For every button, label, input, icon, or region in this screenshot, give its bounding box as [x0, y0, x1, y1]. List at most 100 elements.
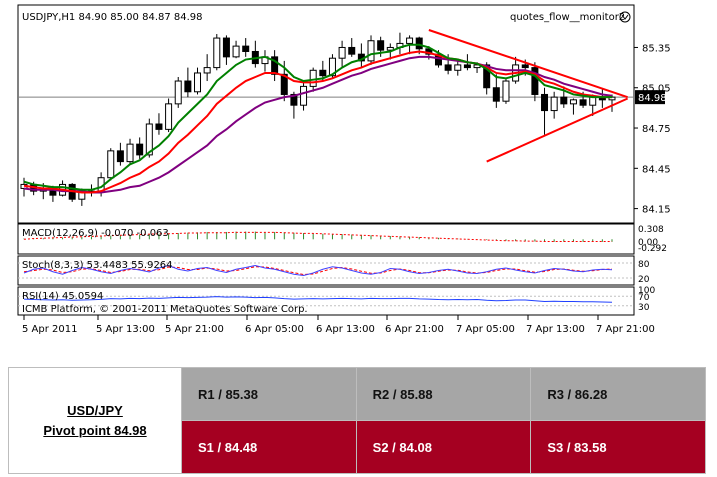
candle [174, 77, 182, 108]
candle [222, 35, 230, 65]
candle-body [126, 143, 134, 163]
price-tick-label: 85.05 [642, 84, 671, 95]
resistance-1: R1 / 85.38 [181, 367, 357, 421]
candle [367, 35, 375, 65]
candle [194, 67, 202, 95]
candle-body [521, 64, 529, 69]
candle-body [541, 93, 549, 112]
time-tick-label: 6 Apr 21:00 [385, 324, 444, 335]
pivot-title-cell: USD/JPY Pivot point 84.98 [8, 367, 182, 474]
current-price-flag: 84.98 [635, 90, 667, 105]
candle [126, 138, 134, 165]
support-1: S1 / 84.48 [181, 420, 357, 474]
candle-body [483, 64, 491, 89]
stoch-signal-line [23, 266, 613, 276]
candle-body [463, 64, 471, 69]
candle [213, 34, 221, 71]
price-tick-label: 84.75 [642, 124, 671, 135]
support-2: S2 / 84.08 [355, 420, 532, 474]
candle-body [194, 72, 202, 93]
candle-body [155, 123, 163, 130]
candle-body [271, 56, 279, 75]
price-flag-box [635, 90, 665, 105]
candle-body [184, 80, 192, 93]
candle [569, 98, 577, 115]
candle-body [348, 46, 356, 55]
candle [541, 87, 549, 135]
symbol-header: USDJPY,H1 84.90 85.00 84.87 84.98 [22, 12, 203, 23]
candle [531, 62, 539, 102]
candle-body [319, 69, 327, 77]
resistance-2: R2 / 85.88 [355, 367, 532, 421]
time-tick-label: 5 Apr 2011 [22, 324, 77, 335]
candle-body [165, 103, 173, 130]
candle [68, 183, 76, 202]
candle-body [367, 40, 375, 62]
candle-body [242, 45, 250, 52]
candle-body [386, 46, 394, 51]
ma-mid-line [23, 50, 612, 194]
price-axis: 85.35 85.05 84.75 84.45 84.15 [634, 43, 671, 216]
time-axis: 5 Apr 2011 5 Apr 13:00 5 Apr 21:00 6 Apr 05… [22, 315, 655, 335]
ma-fast-line [23, 43, 612, 191]
candle [184, 67, 192, 98]
stoch-tick-label: 80 [638, 260, 650, 270]
candle [107, 148, 115, 181]
stoch-label: Stoch(8,3,3) 53.4483 55.9264 [22, 260, 173, 271]
candle [454, 59, 462, 76]
time-tick-label: 7 Apr 21:00 [596, 324, 655, 335]
candle-body [531, 67, 539, 95]
macd-label: MACD(12,26,9) -0.070 -0.063 [22, 228, 169, 239]
candle [203, 54, 211, 82]
candle-body [232, 45, 240, 58]
candle-body [213, 37, 221, 69]
candle-body [280, 73, 288, 95]
pivot-table: USD/JPY Pivot point 84.98 R1 / 85.38 R2 … [8, 367, 706, 474]
time-tick-label: 6 Apr 13:00 [316, 324, 375, 335]
candle-body [222, 37, 230, 58]
candle [271, 50, 279, 82]
price-tick-label: 85.35 [642, 43, 671, 54]
rsi-tick-label: 30 [638, 303, 650, 313]
trendline [486, 97, 629, 163]
trendline [428, 29, 628, 99]
candle-body [415, 37, 423, 50]
candle-body [116, 150, 124, 163]
time-tick-label: 7 Apr 05:00 [456, 324, 515, 335]
candle [165, 98, 173, 133]
macd-tick-label: 0.00 [638, 238, 658, 248]
macd-panel: 0.308 0.00-0.292 [17, 223, 667, 255]
time-tick-label: 6 Apr 05:00 [245, 324, 304, 335]
candle [348, 38, 356, 57]
support-3: S3 / 83.58 [530, 420, 706, 474]
indicator-name: quotes_flow__monitor2 [510, 12, 625, 23]
indicator-status-icon [619, 11, 631, 23]
candle [492, 74, 500, 108]
price-tick-label: 84.45 [642, 164, 671, 175]
copyright-text: ICMB Platform, © 2001-2011 MetaQuotes So… [22, 304, 308, 315]
candle-body [589, 96, 597, 106]
stochastic-panel: 80 20 [17, 255, 650, 286]
candle-body [203, 67, 211, 74]
candle-body [550, 96, 558, 112]
candle-body [579, 99, 587, 106]
candle-body [406, 37, 414, 44]
time-tick-label: 5 Apr 13:00 [96, 324, 155, 335]
pivot-label: Pivot point 84.98 [43, 422, 147, 438]
candle [155, 113, 163, 135]
candle-body [444, 64, 452, 71]
price-tick-label: 84.15 [642, 205, 671, 216]
time-tick-label: 7 Apr 13:00 [526, 324, 585, 335]
resistance-3: R3 / 86.28 [530, 367, 706, 421]
candle-body [309, 69, 317, 87]
candle-body [338, 46, 346, 59]
macd-tick-label: -0.292 [638, 244, 667, 254]
candle-body [560, 96, 568, 105]
forex-chart: USDJPY,H1 84.90 85.00 84.87 84.98 quotes… [17, 4, 671, 335]
candle-body [300, 85, 308, 106]
candle-body [174, 80, 182, 105]
candle-body [569, 99, 577, 105]
candle-body [290, 93, 298, 106]
time-tick-label: 5 Apr 21:00 [165, 324, 224, 335]
